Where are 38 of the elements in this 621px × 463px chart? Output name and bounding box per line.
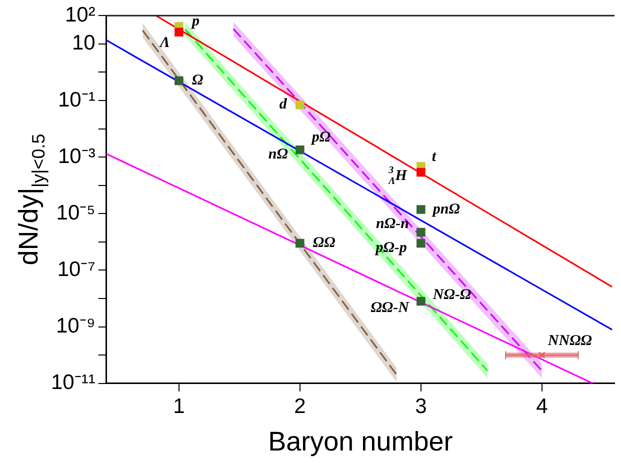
point [174, 28, 184, 37]
point [174, 76, 184, 86]
point [416, 168, 426, 177]
x-tick-label: 2 [294, 394, 306, 418]
point [416, 228, 426, 237]
point [296, 100, 304, 110]
y-tick-label: 10⁻³ [58, 144, 96, 168]
annotation: NΩ-Ω [432, 287, 472, 304]
y-tick-label: 10⁻⁹ [56, 314, 96, 338]
annotation: d [279, 96, 288, 113]
y-tick-label: 10⁻¹ [58, 88, 96, 112]
annotation: Λ [158, 35, 170, 52]
point [416, 238, 426, 248]
point [296, 145, 304, 154]
x-axis-title: Baryon number [268, 426, 453, 456]
annotation: ΩΩ [312, 235, 336, 252]
point [296, 238, 304, 248]
y-tick-label: 10 [72, 32, 96, 55]
y-axis-title: dN/dy||y|<0.5 [13, 134, 48, 266]
annotation: pnΩ [430, 201, 460, 218]
x-tick-label: 4 [536, 394, 548, 418]
y-tick-label: 10⁻¹¹ [50, 371, 96, 394]
annotation: t [432, 149, 437, 166]
point [538, 352, 546, 359]
annotation: Ω [192, 72, 204, 89]
y-tick-label: 10² [64, 3, 96, 26]
y-tick-label: 10⁻⁵ [56, 201, 96, 224]
annotation: ΩΩ-N [370, 300, 410, 316]
annotation: nΩ [268, 146, 288, 163]
annotation: p [190, 13, 200, 30]
annotation: nΩ-n [376, 216, 409, 232]
x-tick-label: 3 [415, 394, 427, 418]
annotation: NNΩΩ [546, 332, 592, 349]
point [416, 296, 426, 306]
annotation: pΩ [310, 130, 331, 146]
y-tick-label: 10⁻⁷ [57, 258, 96, 282]
x-tick-label: 1 [173, 394, 185, 418]
point [416, 205, 426, 214]
